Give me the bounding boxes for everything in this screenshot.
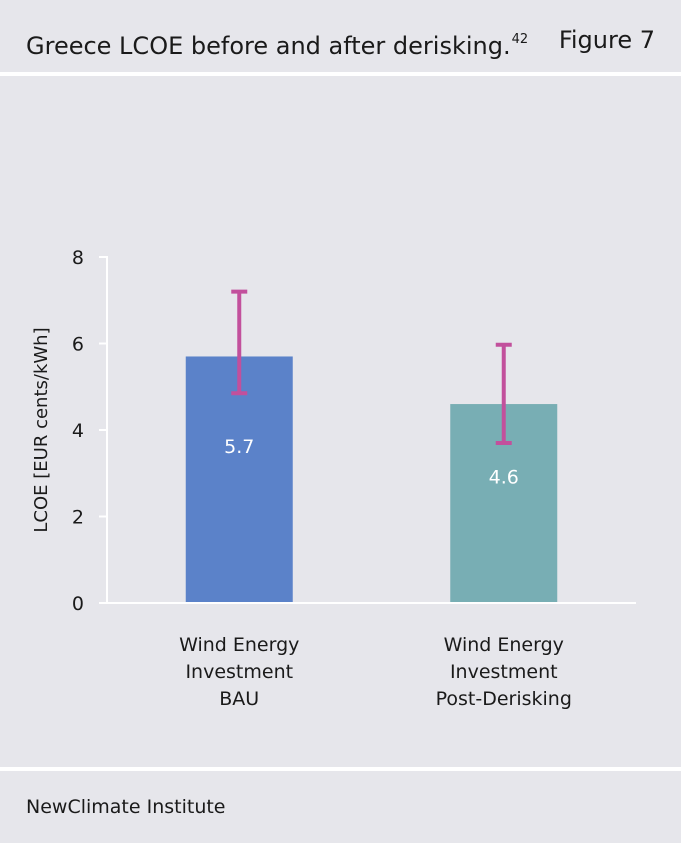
bar-chart: 0 2 4 6 8 LCOE [EUR cents/kWh] 5.7 Wind Energy I… <box>31 247 636 710</box>
source-credit: NewClimate Institute <box>26 796 226 818</box>
x-category-label: Wind Energy Investment BAU <box>179 634 299 710</box>
y-tick-label: 4 <box>72 420 84 442</box>
x-category-label: Wind Energy Investment Post-Derisking <box>436 634 572 710</box>
y-axis-title: LCOE [EUR cents/kWh] <box>31 327 52 532</box>
y-tick-label: 0 <box>72 593 84 615</box>
data-label: 4.6 <box>489 467 519 489</box>
footer-divider <box>0 767 681 771</box>
figure-number: Figure 7 <box>558 26 655 54</box>
bar <box>185 356 293 603</box>
figure-header: Greece LCOE before and after derisking.4… <box>0 0 681 72</box>
figure-title-text: Greece LCOE before and after derisking. <box>26 32 511 60</box>
footnote-reference: 42 <box>511 32 529 47</box>
header-divider <box>0 72 681 76</box>
data-label: 5.7 <box>224 436 254 458</box>
y-tick-label: 2 <box>72 507 84 529</box>
y-tick-label: 6 <box>72 334 84 356</box>
figure-title: Greece LCOE before and after derisking.4… <box>26 24 528 62</box>
y-tick-label: 8 <box>72 247 84 269</box>
